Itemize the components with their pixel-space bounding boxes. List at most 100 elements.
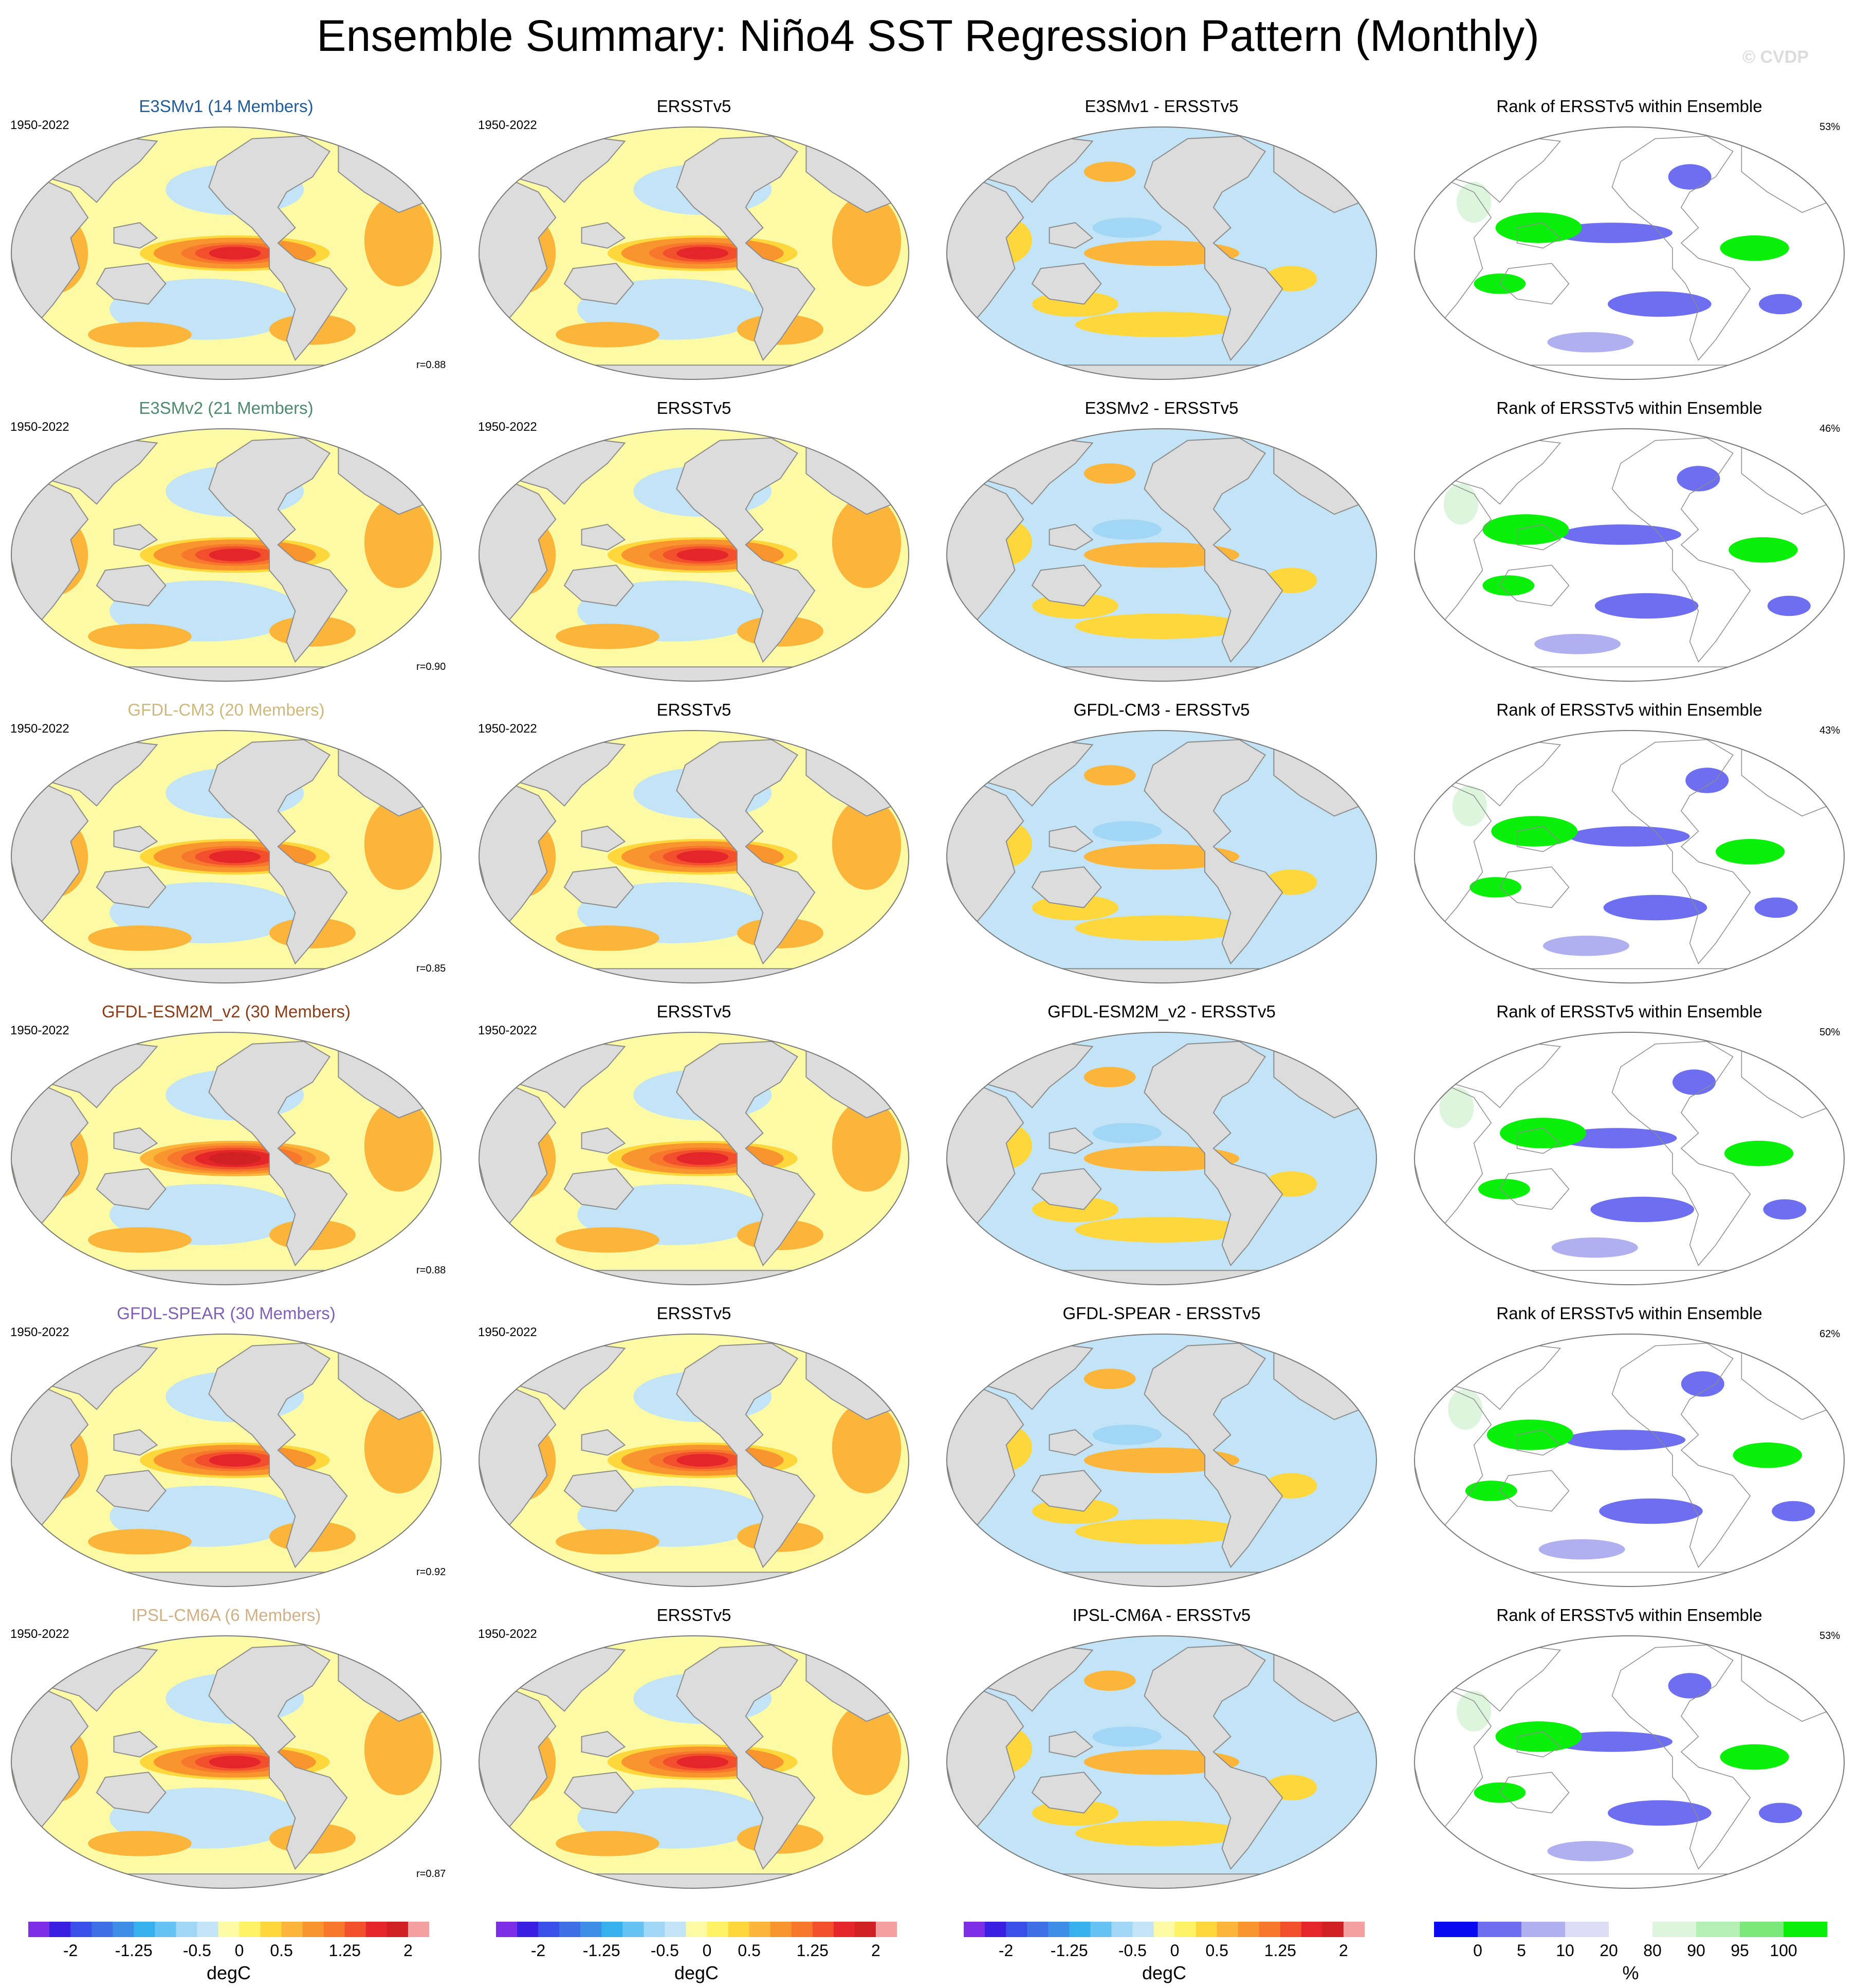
difference-panel-title: GFDL-SPEAR - ERSSTv5 bbox=[1062, 1304, 1261, 1323]
rank-panel-title: Rank of ERSSTv5 within Ensemble bbox=[1496, 1606, 1762, 1625]
colorbar-swatch bbox=[985, 1922, 1006, 1937]
period-label: 1950-2022 bbox=[10, 722, 69, 736]
rank-patch bbox=[1608, 1800, 1712, 1826]
anomaly-patch bbox=[364, 496, 434, 588]
land-australia bbox=[563, 263, 634, 305]
coastline-australia bbox=[1499, 1168, 1570, 1210]
difference-map bbox=[946, 1032, 1377, 1285]
model-map bbox=[11, 730, 442, 983]
colorbar-tick-label: -0.5 bbox=[650, 1941, 679, 1960]
colorbar-swatch bbox=[1217, 1922, 1239, 1937]
land-maritime bbox=[1049, 1429, 1094, 1456]
map-border bbox=[946, 1032, 1377, 1285]
land-australia bbox=[563, 866, 634, 908]
land-maritime bbox=[1049, 1127, 1094, 1154]
rank-patch bbox=[1668, 164, 1712, 190]
colorbar-swatch bbox=[601, 1922, 623, 1937]
rank-patch bbox=[1677, 466, 1720, 491]
land-australia bbox=[1031, 1168, 1102, 1210]
map-border bbox=[11, 1334, 442, 1587]
map-border bbox=[946, 1334, 1377, 1587]
map-border bbox=[1414, 1032, 1845, 1285]
anomaly-patch bbox=[1083, 1749, 1240, 1775]
obs-map bbox=[479, 1032, 909, 1285]
period-label: 1950-2022 bbox=[10, 420, 69, 434]
obs-panel-title: ERSSTv5 bbox=[656, 700, 731, 719]
anomaly-patch bbox=[832, 194, 902, 286]
obs-map bbox=[479, 126, 909, 380]
land-americas bbox=[208, 739, 348, 965]
land-maritime bbox=[581, 524, 626, 551]
map-border bbox=[11, 1032, 442, 1285]
land-africa bbox=[947, 1383, 1024, 1533]
land-africa bbox=[11, 1081, 89, 1231]
land-africa bbox=[479, 1383, 557, 1533]
period-label: 1950-2022 bbox=[478, 1627, 537, 1641]
model-panel-title: GFDL-ESM2M_v2 (30 Members) bbox=[101, 1002, 351, 1021]
coastline-africa bbox=[1414, 1685, 1492, 1834]
coastline-americas bbox=[1611, 1343, 1751, 1568]
anomaly-patch bbox=[1083, 1369, 1136, 1389]
rank-patch bbox=[1733, 1442, 1802, 1468]
anomaly-patch bbox=[1075, 915, 1248, 941]
obs-map bbox=[479, 1635, 909, 1889]
land-maritime bbox=[113, 524, 158, 551]
colorbar-swatch bbox=[218, 1922, 240, 1937]
land-maritime bbox=[113, 1731, 158, 1758]
colorbar-tick-label: 95 bbox=[1731, 1941, 1749, 1960]
anomaly-patch bbox=[1083, 463, 1136, 484]
anomaly-patch bbox=[88, 624, 192, 649]
rank-percentage: 46% bbox=[1820, 423, 1841, 434]
land-australia bbox=[1031, 866, 1102, 908]
land-australia bbox=[96, 1470, 167, 1512]
map-border bbox=[1414, 428, 1845, 682]
rank-map bbox=[1414, 1635, 1845, 1889]
land-americas bbox=[676, 135, 816, 361]
colorbar-swatch bbox=[1565, 1922, 1609, 1937]
rank-patch bbox=[1547, 1840, 1634, 1862]
coastline-maritime bbox=[1516, 222, 1561, 249]
land-australia bbox=[563, 1772, 634, 1814]
rank-patch bbox=[1457, 181, 1492, 223]
colorbar-tick-label: -1.25 bbox=[1050, 1941, 1088, 1960]
rank-patch bbox=[1551, 223, 1673, 243]
land-antarctica bbox=[35, 666, 417, 681]
model-map bbox=[11, 1032, 442, 1285]
land-australia bbox=[96, 866, 167, 908]
colorbar-swatch bbox=[1132, 1922, 1154, 1937]
land-americas bbox=[208, 1041, 348, 1267]
sst-colorbar bbox=[496, 1922, 897, 1937]
anomaly-patch bbox=[1092, 1425, 1162, 1445]
colorbar-swatch bbox=[1322, 1922, 1344, 1937]
land-australia bbox=[1031, 1772, 1102, 1814]
anomaly-patch bbox=[1075, 1519, 1248, 1544]
colorbar-swatch bbox=[538, 1922, 560, 1937]
rank-patch bbox=[1603, 895, 1707, 921]
colorbar-unit: degC bbox=[674, 1962, 719, 1983]
colorbar-swatch bbox=[686, 1922, 708, 1937]
obs-panel-title: ERSSTv5 bbox=[656, 1606, 731, 1625]
colorbar-tick-label: 1.25 bbox=[328, 1941, 361, 1960]
rank-percentage: 62% bbox=[1820, 1328, 1841, 1340]
colorbar-swatch bbox=[1048, 1922, 1070, 1937]
map-border bbox=[11, 428, 442, 682]
land-africa bbox=[479, 176, 557, 325]
period-label: 1950-2022 bbox=[478, 118, 537, 132]
difference-map bbox=[946, 1635, 1377, 1889]
colorbar-swatch bbox=[113, 1922, 134, 1937]
anomaly-patch bbox=[1092, 1726, 1162, 1747]
colorbar-swatch bbox=[1069, 1922, 1091, 1937]
map-border bbox=[1414, 730, 1845, 983]
colorbar-swatch bbox=[1196, 1922, 1218, 1937]
land-antarctica bbox=[971, 666, 1352, 681]
land-africa bbox=[11, 1685, 89, 1834]
land-americas bbox=[676, 1644, 816, 1870]
land-antarctica bbox=[35, 364, 417, 379]
map-border bbox=[479, 1032, 909, 1285]
colorbar-swatch bbox=[1027, 1922, 1049, 1937]
difference-map bbox=[946, 1334, 1377, 1587]
colorbar-swatch bbox=[1238, 1922, 1260, 1937]
anomaly-patch bbox=[88, 322, 192, 348]
model-panel-title: GFDL-SPEAR (30 Members) bbox=[117, 1304, 336, 1323]
colorbar-swatch bbox=[1174, 1922, 1197, 1937]
